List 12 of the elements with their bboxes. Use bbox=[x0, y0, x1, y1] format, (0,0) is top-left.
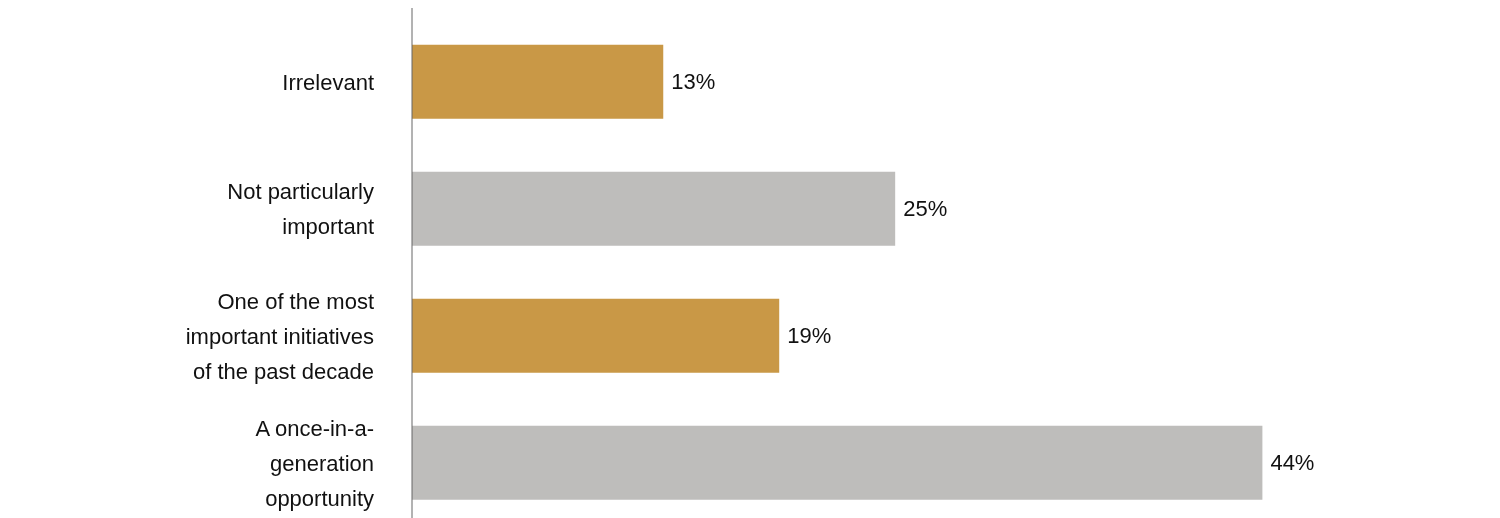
data-label: 25% bbox=[903, 196, 948, 222]
y-tick-label: One of the most important initiatives of the past decade bbox=[185, 288, 374, 383]
y-tick-label: Not particularly important bbox=[227, 178, 374, 239]
data-label: 44% bbox=[1270, 450, 1315, 476]
data-label: 19% bbox=[787, 323, 832, 349]
bar bbox=[412, 425, 1263, 500]
bar bbox=[412, 44, 664, 119]
bar bbox=[412, 171, 896, 246]
data-label: 13% bbox=[671, 69, 716, 95]
y-tick-label: A once-in-a-generation opportunity bbox=[255, 415, 374, 510]
y-tick-label: Irrelevant bbox=[282, 69, 374, 94]
bar bbox=[412, 298, 780, 373]
